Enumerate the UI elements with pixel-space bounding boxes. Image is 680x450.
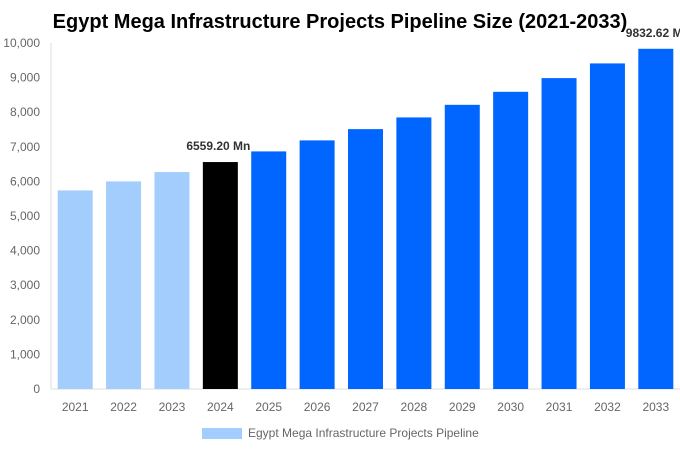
- x-tick-label: 2029: [449, 400, 476, 414]
- bar-2024: [202, 162, 238, 389]
- data-label-2024: 6559.20 Mn: [186, 139, 250, 153]
- y-tick-label: 9,000: [10, 71, 40, 85]
- x-tick-label: 2024: [207, 400, 234, 414]
- x-tick-label: 2032: [594, 400, 621, 414]
- legend: Egypt Mega Infrastructure Projects Pipel…: [202, 426, 479, 440]
- bar-2031: [541, 78, 577, 389]
- bar-2026: [299, 140, 335, 389]
- y-tick-label: 5,000: [10, 209, 40, 223]
- y-tick-label: 8,000: [10, 105, 40, 119]
- bar-2027: [348, 129, 383, 390]
- x-tick-label: 2030: [497, 400, 524, 414]
- y-tick-label: 7,000: [10, 140, 40, 154]
- x-tick-label: 2033: [642, 400, 669, 414]
- x-tick-label: 2031: [546, 400, 573, 414]
- x-tick-label: 2023: [159, 400, 186, 414]
- y-tick-label: 6,000: [10, 174, 40, 188]
- y-tick-label: 2,000: [10, 313, 40, 327]
- bar-2032: [589, 63, 625, 389]
- x-tick-label: 2028: [401, 400, 428, 414]
- chart-title: Egypt Mega Infrastructure Projects Pipel…: [53, 11, 628, 33]
- bar-2023: [154, 172, 190, 389]
- y-tick-label: 1,000: [10, 347, 40, 361]
- x-tick-label: 2027: [352, 400, 379, 414]
- legend-label: Egypt Mega Infrastructure Projects Pipel…: [248, 426, 479, 440]
- x-tick-label: 2025: [255, 400, 282, 414]
- y-tick-label: 10,000: [3, 36, 40, 50]
- x-tick-label: 2022: [110, 400, 137, 414]
- x-tick-label: 2021: [62, 400, 89, 414]
- bar-2025: [251, 151, 287, 389]
- data-label-2033: 9832.62 Mn: [626, 26, 680, 40]
- y-tick-label: 4,000: [10, 244, 40, 258]
- bar-2022: [106, 181, 142, 389]
- bar-2021: [57, 190, 93, 389]
- bar-2030: [493, 91, 529, 389]
- y-tick-label: 3,000: [10, 278, 40, 292]
- bar-2029: [444, 104, 480, 389]
- bar-2028: [396, 117, 432, 390]
- bar-2033: [638, 48, 674, 389]
- x-tick-label: 2026: [304, 400, 331, 414]
- y-tick-label: 0: [33, 382, 40, 396]
- legend-swatch: [202, 428, 242, 439]
